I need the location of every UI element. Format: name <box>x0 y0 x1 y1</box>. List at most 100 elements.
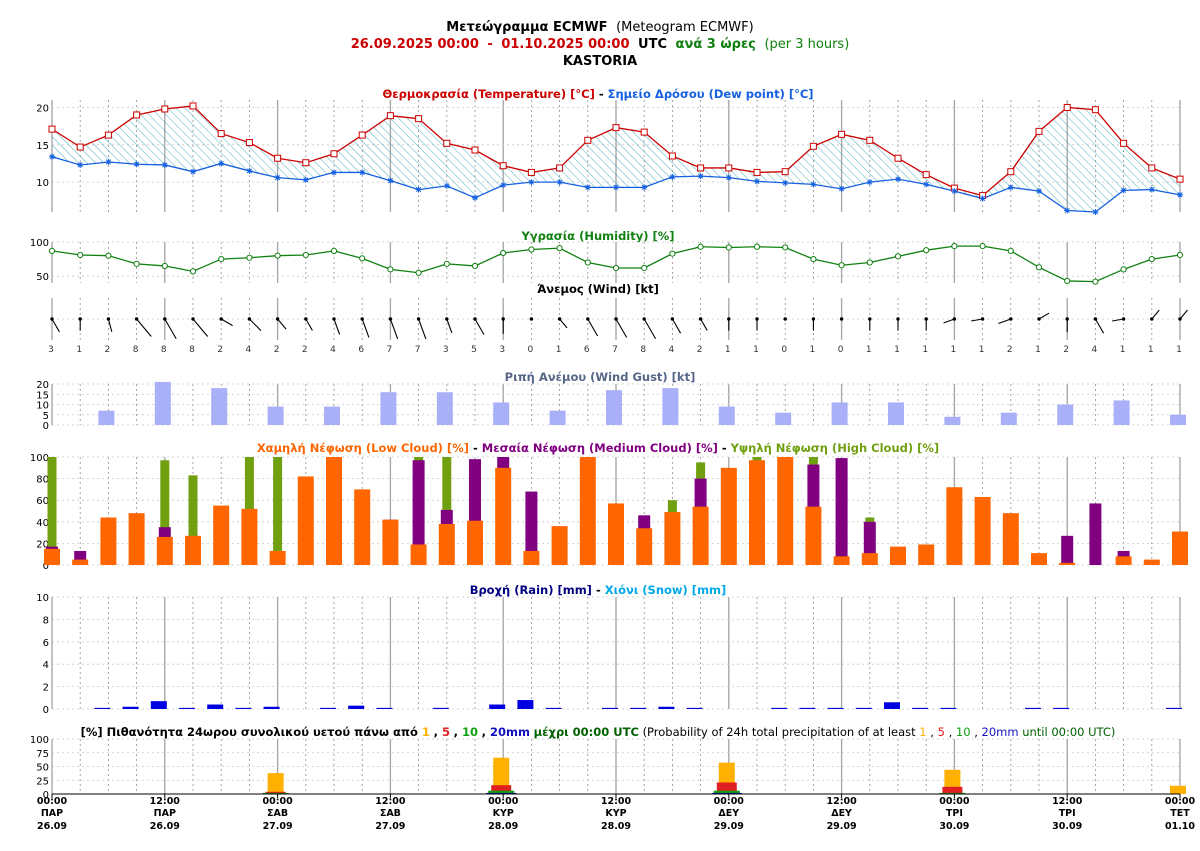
gust-bar <box>1000 412 1017 425</box>
wind-barb <box>389 318 399 340</box>
temperature-point <box>499 162 507 170</box>
wind-speed-label: 3 <box>443 345 449 355</box>
probability-bar-1mm <box>267 773 284 794</box>
header-period: 26.09.2025 00:00 - 01.10.2025 00:00 UTC … <box>351 37 850 52</box>
humidity-point <box>612 264 620 272</box>
temperature-point <box>48 125 56 133</box>
prob-title-en-10mm: 10 <box>956 725 971 739</box>
wind-station-dot <box>1121 317 1126 321</box>
wind-barb <box>474 318 485 335</box>
low-cloud-bar <box>608 503 624 565</box>
x-tick-date: 29.09 <box>827 821 857 832</box>
wind-barb <box>1179 309 1188 320</box>
rain-title-sep: - <box>596 583 605 597</box>
temperature-point <box>809 142 817 150</box>
y-tick-label: 25 <box>36 776 49 787</box>
wind-barb <box>305 318 313 331</box>
grid-lines <box>51 739 1181 794</box>
gust-bar <box>267 406 284 425</box>
low-cloud-bar <box>861 553 878 565</box>
humidity-point <box>866 259 873 266</box>
low-cloud-bar <box>974 496 991 565</box>
humidity-point <box>725 244 732 251</box>
dewpoint-point <box>782 179 789 186</box>
wind-speed-label: 1 <box>1120 345 1126 355</box>
wind-barb <box>361 318 370 338</box>
prob-title-1mm: 1 <box>422 725 430 739</box>
rain-bar <box>799 707 816 709</box>
wind-speed-label: 1 <box>725 345 731 355</box>
precip-panel-title: Βροχή (Rain) [mm] - Χιόνι (Snow) [mm] <box>470 583 727 597</box>
dewpoint-point <box>77 161 84 168</box>
gust-bar <box>888 402 904 425</box>
humidity-point <box>48 247 56 254</box>
dewpoint-point <box>49 153 55 160</box>
wind-speed-label: 0 <box>528 345 534 355</box>
humidity-point <box>641 264 648 272</box>
gust-bar <box>944 416 961 425</box>
low-cloud-bar <box>156 536 173 565</box>
location-name: KASTORIA <box>563 54 637 69</box>
rain-bar <box>658 706 675 709</box>
gust-bar <box>662 388 679 425</box>
temperature-point <box>1035 127 1043 135</box>
x-tick-time: 12:00 <box>375 796 406 807</box>
cloud-panel-title: Χαμηλή Νέφωση (Low Cloud) [%] - Μεσαία Ν… <box>257 441 939 455</box>
low-cloud-bar <box>382 519 399 565</box>
humidity-point <box>951 243 958 250</box>
temperature-point <box>556 164 564 172</box>
dewpoint-point <box>246 167 253 174</box>
wind-speed-label: 1 <box>76 345 82 355</box>
temperature-title-sep: - <box>599 87 608 101</box>
temperature-point <box>1007 168 1015 176</box>
low-cloud-bar <box>664 512 681 565</box>
wind-speed-label: 7 <box>387 345 393 355</box>
rain-bar <box>1025 707 1041 709</box>
wind-speed-label: 1 <box>810 345 816 355</box>
wind-speed-label: 1 <box>866 345 872 355</box>
humidity-point <box>500 249 507 257</box>
wind-barb <box>51 318 60 333</box>
low-cloud-bar <box>326 457 342 565</box>
humidity-point <box>105 252 112 259</box>
gust-bar <box>831 402 848 425</box>
humidity-point <box>161 262 168 270</box>
gust-panel-title: Ριπή Ανέμου (Wind Gust) [kt] <box>505 370 696 384</box>
temperature-point <box>668 152 676 160</box>
period-utc: UTC <box>638 37 667 52</box>
gust-bar <box>1170 414 1186 425</box>
wind-barb <box>446 318 453 334</box>
rain-bar <box>771 707 788 709</box>
y-tick-label: 15 <box>36 390 49 401</box>
meteogram-header: Μετεώγραμμα ECMWF (Meteogram ECMWF) 26.0… <box>351 20 850 69</box>
low-cloud-bar <box>890 546 906 565</box>
low-cloud-bar <box>579 457 596 565</box>
temperature-point <box>104 131 112 139</box>
humidity-point <box>274 252 281 259</box>
low-cloud-bar <box>551 526 568 565</box>
prob-title-comma3: , <box>482 725 490 739</box>
wind-speed-label: 2 <box>697 345 703 355</box>
y-tick-label: 100 <box>30 735 49 746</box>
humidity-point <box>1064 277 1071 285</box>
dewpoint-title: Σημείο Δρόσου (Dew point) [°C] <box>608 87 814 101</box>
y-tick-label: 5 <box>43 411 49 422</box>
low-cloud-bar <box>241 508 258 565</box>
probability-bar-10mm <box>488 790 515 794</box>
low-cloud-bar <box>720 467 737 565</box>
humidity-point <box>669 250 676 257</box>
low-cloud-bar <box>1115 556 1132 565</box>
dewpoint-point <box>500 182 507 189</box>
wind-speed-label: 6 <box>358 345 364 355</box>
grid-lines <box>51 597 1181 709</box>
wind-speed-label: 1 <box>922 345 928 355</box>
humidity-point <box>77 251 84 259</box>
temperature-point <box>753 168 761 176</box>
dewpoint-point <box>895 176 901 183</box>
prob-title-comma1: , <box>434 725 442 739</box>
dewpoint-point <box>302 176 309 183</box>
